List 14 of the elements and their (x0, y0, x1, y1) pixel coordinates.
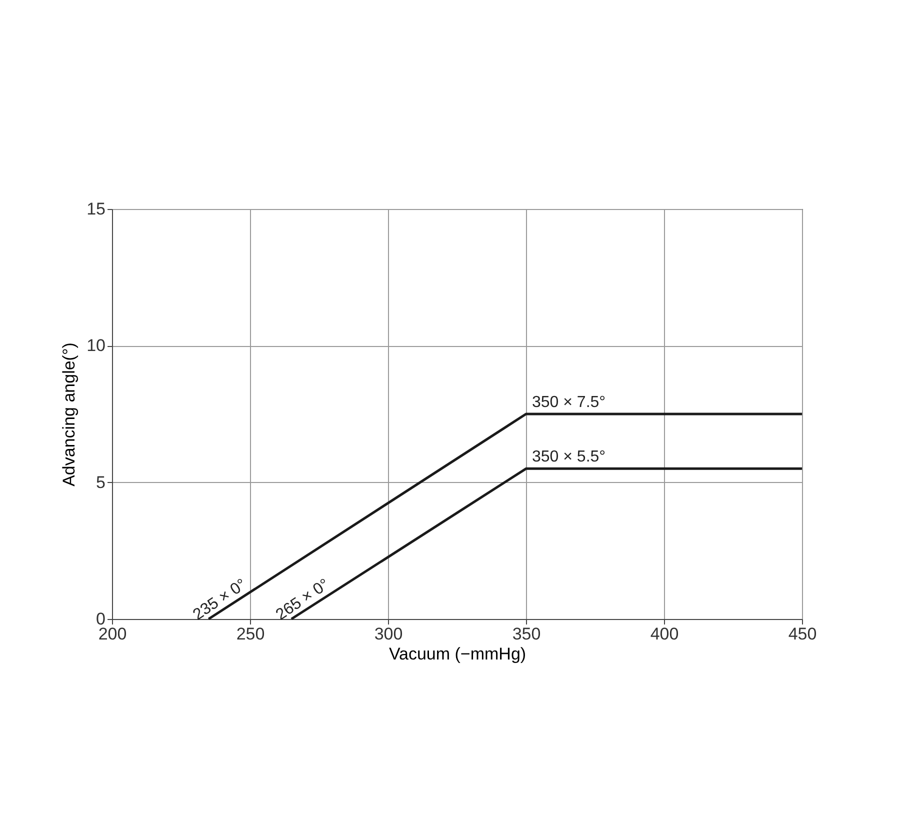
y-tick-label: 5 (96, 472, 106, 492)
annotation: 265 × 0° (273, 576, 332, 624)
y-tick-label: 10 (86, 336, 106, 356)
annotation: 235 × 0° (190, 576, 250, 624)
x-axis-title: Vacuum (−mmHg) (388, 644, 526, 664)
annotation: 350 × 7.5° (532, 394, 606, 411)
x-tick-label: 250 (236, 624, 265, 644)
x-tick-label: 350 (512, 624, 541, 644)
x-tick-label: 300 (374, 624, 403, 644)
x-tick-label: 450 (788, 624, 817, 644)
y-axis-title: Advancing angle(°) (60, 342, 79, 486)
annotation: 350 × 5.5° (532, 448, 606, 466)
y-tick-label: 15 (86, 200, 106, 218)
x-tick-label: 400 (650, 624, 679, 644)
